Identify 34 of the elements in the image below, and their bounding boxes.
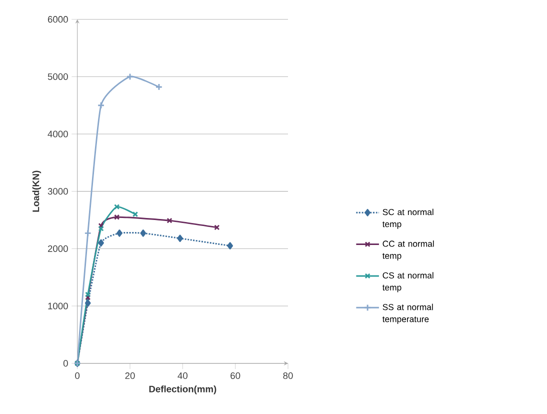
legend-label: SC at normal temp [382,208,434,229]
y-tick-label: 0 [63,360,68,367]
point [85,292,91,298]
y-tick-label: 6000 [48,16,68,23]
point [140,230,146,237]
y-tick-label: 5000 [48,73,68,80]
point [114,204,120,210]
point [84,299,91,307]
point [114,214,120,220]
point [126,72,134,80]
legend-label: SS at normal temperature [382,304,433,324]
point [98,239,104,247]
y-tick-label: 1000 [48,302,68,310]
point [98,226,104,232]
point [177,234,183,242]
point [98,222,104,229]
point [97,102,105,109]
point [166,218,172,224]
x-tick-label: 80 [283,372,293,379]
x-tick-label: 60 [230,372,240,379]
y-tick-label: 2000 [48,245,68,252]
point [116,230,122,237]
y-tick-label: 4000 [48,130,68,138]
x-tick-label: 0 [75,372,80,379]
legend-label: CC at normal temp [382,240,434,261]
x-tick-label: 20 [125,372,135,379]
x-tick-label: 40 [178,372,188,379]
x-axis-title: Deflection(mm) [149,385,216,394]
y-tick-label: 3000 [48,188,68,195]
point [227,242,233,250]
y-axis-title: Load(KN) [32,170,42,212]
legend-label: CS at normal temp [382,272,434,292]
point [85,294,91,300]
point [84,230,92,237]
